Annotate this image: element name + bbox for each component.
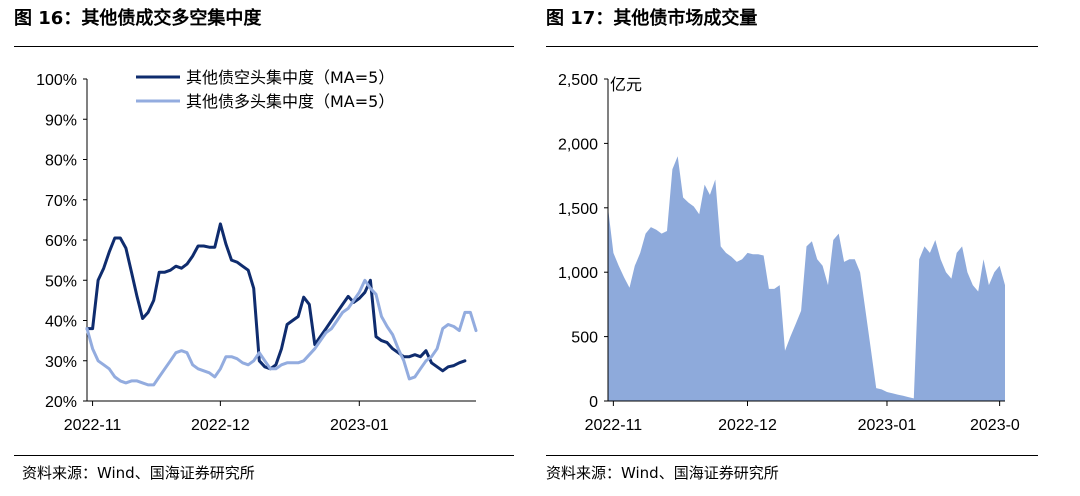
fig17-y-unit-label: 亿元 (610, 75, 642, 94)
fig16-y-tick-label: 20% (45, 394, 77, 411)
fig17-y-tick-label: 0 (589, 394, 598, 411)
fig16-series-long-line (85, 278, 478, 387)
fig17-title: 图 17：其他债市场成交量 (546, 8, 758, 29)
fig16-y-tick-label: 30% (45, 354, 77, 371)
fig16-bottom-rule (14, 455, 514, 456)
fig16-x-tick-label: 2023-01 (330, 417, 389, 434)
fig16-title-rule (14, 46, 514, 47)
fig16-legend-label-long: 其他债多头集中度（MA=5） (186, 92, 394, 111)
fig17-x-tick-label: 2022-12 (718, 417, 777, 434)
fig17-volume-area (608, 156, 1005, 401)
fig17-x-tick-label: 2023-01 (858, 417, 917, 434)
fig17-title-rule (546, 46, 1038, 47)
fig17-bottom-rule (546, 455, 1038, 456)
fig16-y-tick-label: 90% (45, 112, 77, 129)
fig16-y-tick-label: 70% (45, 193, 77, 210)
fig17-y-tick-label: 2,000 (558, 136, 598, 153)
fig17-x-tick-label: 2022-11 (585, 417, 643, 434)
fig17-y-tick-label: 1,500 (558, 201, 598, 218)
fig17-y-tick-label: 500 (571, 330, 598, 347)
fig16-source: 资料来源：Wind、国海证券研究所 (22, 464, 255, 482)
fig16-title: 图 16：其他债成交多空集中度 (14, 8, 262, 29)
fig16-y-tick-label: 40% (45, 314, 77, 331)
fig16-y-tick-label: 80% (45, 153, 77, 170)
fig16-x-tick-label: 2022-11 (64, 417, 122, 434)
fig16-y-tick-label: 100% (36, 72, 77, 89)
fig17-y-tick-label: 1,000 (558, 265, 598, 282)
fig17-x-tick-label: 2023-0 (970, 417, 1020, 434)
fig16-legend-label-short: 其他债空头集中度（MA=5） (186, 68, 394, 87)
fig16-y-tick-label: 50% (45, 273, 77, 290)
fig17-source: 资料来源：Wind、国海证券研究所 (546, 464, 779, 482)
fig16-x-tick-label: 2022-12 (191, 417, 250, 434)
fig16-y-tick-label: 60% (45, 233, 77, 250)
fig17-y-tick-label: 2,500 (558, 72, 598, 89)
fig16-series-short-line (85, 222, 467, 373)
